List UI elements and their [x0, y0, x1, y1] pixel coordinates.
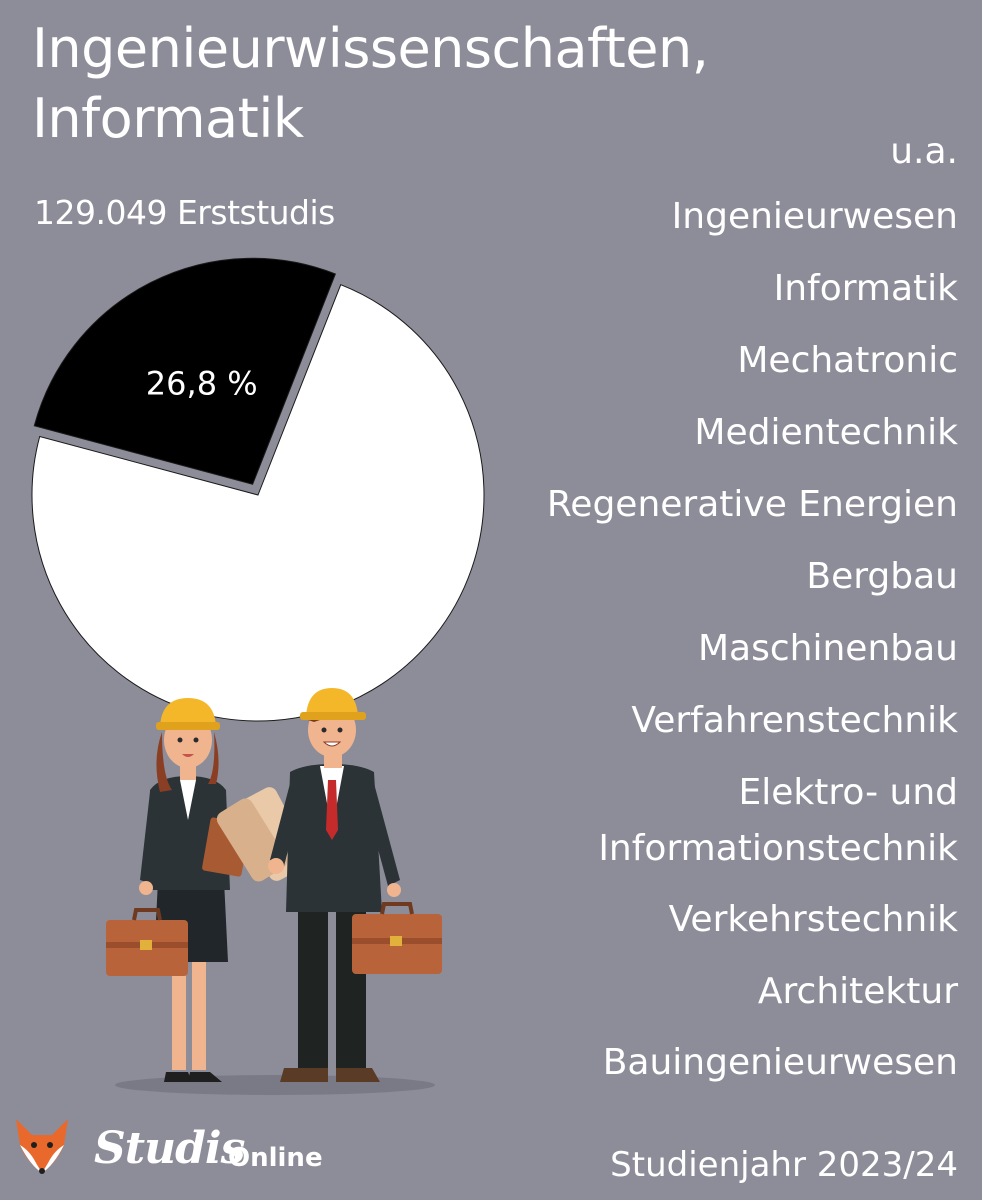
title-line-2: Informatik [32, 87, 304, 150]
brand-suffix: Online [228, 1143, 323, 1173]
subject-item: Bergbau [806, 556, 958, 597]
subject-item: Informationstechnik [598, 828, 958, 869]
subject-item: Bauingenieurwesen [602, 1042, 958, 1083]
fox-icon [16, 1119, 68, 1174]
pie-slice-label: 26,8 % [146, 364, 258, 402]
pie-slice-rest [31, 284, 485, 722]
brand-name: Studis [94, 1123, 245, 1174]
engineers-illustration [106, 688, 442, 1095]
subject-item: Ingenieurwesen [671, 196, 958, 237]
subject-item: Elektro- und [738, 772, 958, 813]
subject-item: Informatik [773, 268, 958, 309]
woman-figure [106, 698, 250, 1082]
subject-item: Maschinenbau [698, 628, 958, 669]
man-figure [216, 688, 442, 1082]
study-year: Studienjahr 2023/24 [610, 1145, 958, 1185]
pie-slice-highlight [33, 257, 337, 485]
page-title: Ingenieurwissenschaften, Informatik [32, 14, 812, 154]
subject-item: Architektur [757, 971, 958, 1012]
title-line-1: Ingenieurwissenschaften, [32, 17, 709, 80]
subject-item: Medientechnik [694, 412, 958, 453]
subject-item: Regenerative Energien [546, 484, 958, 525]
subject-item: Verkehrstechnik [668, 899, 958, 940]
ground-shadow [115, 1075, 435, 1095]
subjects-heading: u.a. [890, 131, 958, 172]
subject-item: Verfahrenstechnik [631, 700, 958, 741]
subject-item: Mechatronic [737, 340, 958, 381]
pie-chart: 26,8 % [31, 257, 485, 722]
subtitle: 129.049 Erststudis [34, 193, 335, 232]
brand-logo[interactable]: Studis Online [10, 1115, 350, 1185]
